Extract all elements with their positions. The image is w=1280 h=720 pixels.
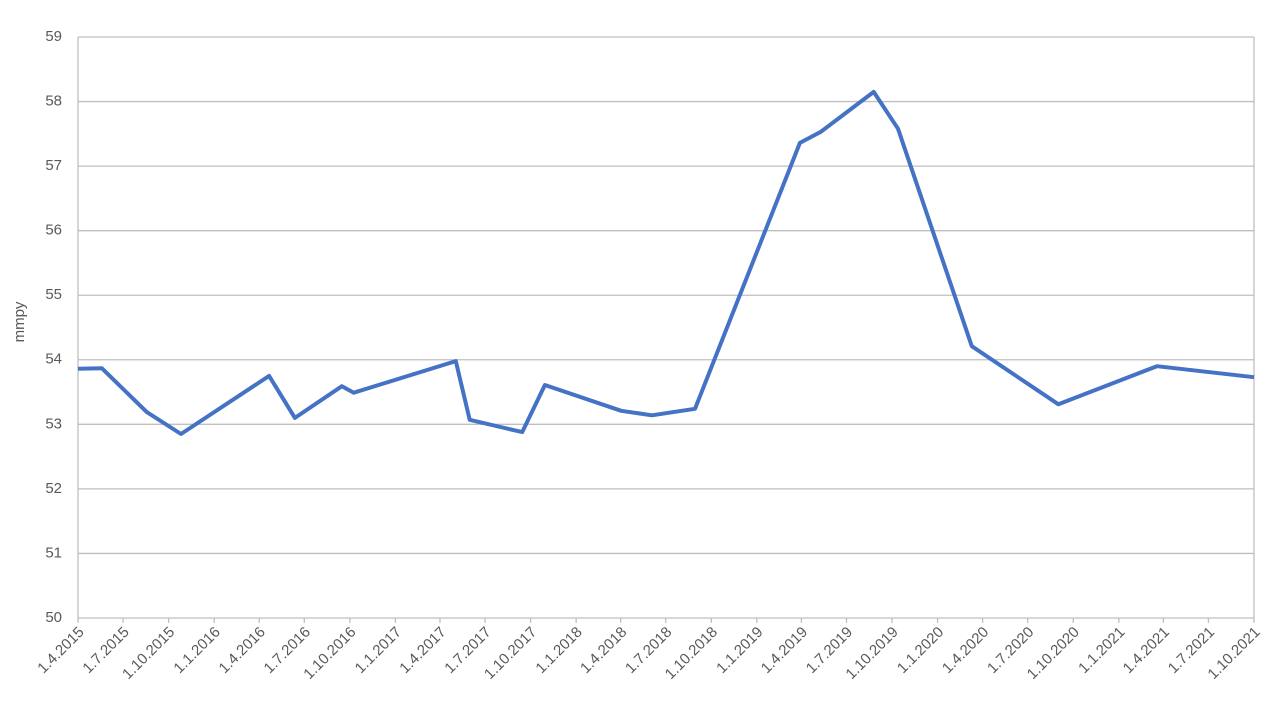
x-tick-label: 1.4.2019: [758, 624, 811, 677]
x-tick-label: 1.1.2020: [894, 624, 947, 677]
y-tick-label: 50: [45, 609, 62, 626]
x-tick-label: 1.1.2017: [352, 624, 405, 677]
x-tick-label: 1.4.2020: [939, 624, 992, 677]
line-series: [77, 89, 1255, 436]
y-tick-label: 54: [45, 351, 62, 368]
x-tick-label: 1.4.2015: [34, 624, 87, 677]
y-tick-label: 55: [45, 286, 62, 303]
y-tick-label: 56: [45, 222, 62, 239]
y-tick-label: 53: [45, 415, 62, 432]
x-tick-label: 1.1.2021: [1075, 624, 1128, 677]
y-tick-label: 57: [45, 157, 62, 174]
x-tick-label: 1.1.2018: [532, 624, 585, 677]
y-tick-label: 51: [45, 544, 62, 561]
x-tick-label: 1.4.2017: [396, 624, 449, 677]
y-tick-label: 59: [45, 28, 62, 45]
y-tick-label: 52: [45, 480, 62, 497]
x-tick-label: 1.4.2018: [577, 624, 630, 677]
x-tick-label: 1.1.2016: [170, 624, 223, 677]
x-tick-label: 1.4.2016: [216, 624, 269, 677]
y-axis-label: mmpy: [11, 301, 28, 342]
y-tick-label: 58: [45, 93, 62, 110]
x-tick-label: 1.4.2021: [1120, 624, 1173, 677]
x-tick-label: 1.1.2019: [713, 624, 766, 677]
